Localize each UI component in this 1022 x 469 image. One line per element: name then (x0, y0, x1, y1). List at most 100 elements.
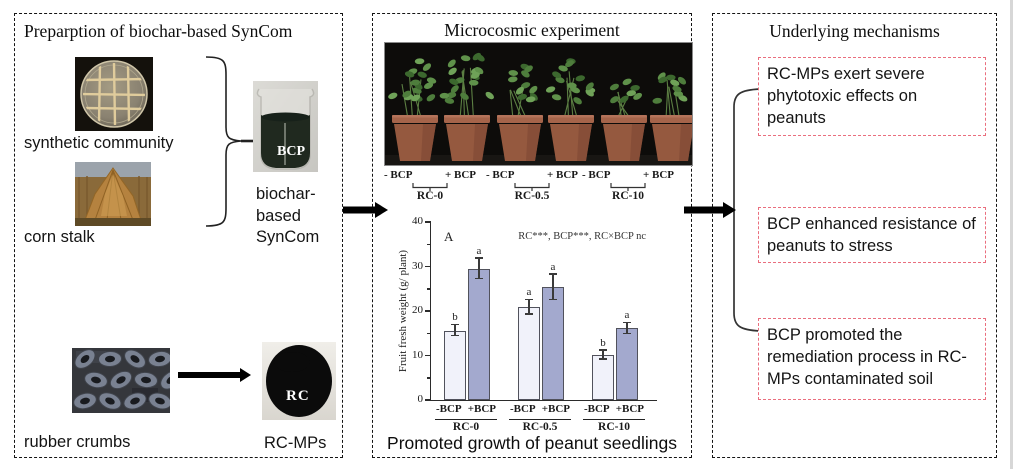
middle-panel-title: Microcosmic experiment (444, 20, 620, 40)
error-bar (528, 300, 530, 315)
mechanism-box-3: BCP promoted the remediation process in … (758, 318, 986, 400)
error-cap-top (549, 273, 557, 275)
rc-mps-label: RC-MPs (264, 434, 327, 452)
middle-panel-caption: Promoted growth of peanut seedlings (387, 433, 677, 453)
flow-arrow-rubber-to-rc (178, 367, 251, 383)
flow-arrow-middle-to-right (684, 201, 736, 219)
y-tick (425, 310, 431, 312)
beaker-caption-line3: SynCom (256, 228, 320, 246)
x-tick-labels: -BCP +BCP (509, 403, 571, 415)
y-tick-label: 20 (412, 304, 423, 316)
plus-bcp-label: + BCP (642, 169, 674, 181)
pots-and-plants (388, 52, 692, 161)
error-cap-top (475, 257, 483, 259)
arrow-shaft (178, 372, 240, 378)
minus-bcp-label: - BCP (384, 169, 413, 181)
page-edge (1010, 0, 1013, 469)
panel-preparation (14, 13, 343, 458)
group-underline (435, 419, 497, 420)
colony-streaks (83, 63, 145, 125)
error-bar (552, 274, 554, 301)
brace-connector (205, 56, 255, 227)
minus-bcp-label: - BCP (582, 169, 611, 181)
group-name: RC-10 (598, 421, 630, 433)
significance-letter: a (624, 309, 630, 322)
y-minor-tick (427, 332, 431, 335)
rubber-crumbs-image (72, 348, 170, 413)
y-minor-tick (427, 377, 431, 379)
petri-dish-image (75, 57, 153, 131)
y-tick-label: 40 (412, 215, 423, 227)
photo-group-rc0: - BCP + BCP RC-0 (384, 169, 476, 207)
significance-letter: a (550, 260, 556, 273)
y-minor-tick (427, 243, 431, 246)
error-bar (602, 350, 604, 360)
arrow-shaft (343, 206, 376, 214)
error-cap-top (599, 349, 607, 351)
y-tick (425, 399, 431, 401)
bar--BCP-RC-0 (444, 330, 466, 400)
group-underline (509, 419, 571, 420)
error-cap-top (451, 324, 459, 326)
significance-letter: b (452, 311, 458, 324)
rc-text: RC (286, 388, 310, 404)
plus-bcp-label: + BCP (444, 169, 476, 181)
group-name: RC-0 (416, 190, 444, 202)
error-bar (478, 258, 480, 279)
bar-chart: Fruit fresh weight (g/ plant) A RC***, B… (386, 212, 686, 458)
minus-bcp-label: - BCP (486, 169, 515, 181)
arrow-head (240, 368, 251, 382)
bar--BCP-RC-0.5 (518, 307, 540, 400)
panel-mechanisms (712, 13, 997, 458)
group-bracket (412, 183, 448, 191)
y-minor-tick (427, 288, 431, 290)
bcp-beaker-text: BCP (277, 144, 305, 159)
chart-panel-letter: A (444, 229, 454, 244)
group-bracket (610, 183, 646, 191)
error-cap-bottom (475, 277, 483, 279)
error-cap-top (525, 299, 533, 301)
beaker-caption: biochar- based SynCom (256, 184, 319, 249)
error-cap-bottom (549, 299, 557, 301)
photo-group-rc10: - BCP + BCP RC-10 (582, 169, 674, 207)
tires (73, 349, 170, 410)
seedlings-photo (384, 42, 693, 166)
left-panel-title: Preparption of biochar-based SynCom (24, 21, 293, 41)
y-tick-label: 30 (412, 259, 423, 272)
right-panel-title: Underlying mechanisms (769, 21, 940, 41)
mechanism-box-2: BCP enhanced resistance of peanuts to st… (758, 207, 986, 263)
beaker-caption-line1: biochar- (256, 185, 316, 203)
beaker-caption-line2: based (256, 206, 301, 225)
error-cap-bottom (623, 332, 631, 334)
x-tick-labels: -BCP +BCP (435, 403, 497, 415)
error-cap-bottom (599, 358, 607, 360)
y-tick-label: 10 (412, 348, 423, 361)
group-underline (583, 419, 645, 420)
error-cap-bottom (451, 334, 459, 336)
bar-+BCP-RC-0 (468, 268, 490, 400)
significance-letter: a (526, 286, 532, 299)
arrow-shaft (684, 206, 724, 214)
y-tick (425, 265, 431, 268)
x-tick-labels: -BCP +BCP (583, 403, 645, 415)
y-tick-label: 0 (417, 393, 424, 405)
plus-bcp-label: + BCP (546, 169, 578, 181)
y-tick (425, 354, 431, 357)
bar--BCP-RC-10 (592, 355, 614, 400)
y-tick (425, 221, 431, 223)
error-bar (626, 323, 628, 334)
bar-+BCP-RC-0.5 (542, 287, 564, 400)
mechanism-box-1: RC-MPs exert severe phytotoxic effects o… (758, 57, 986, 136)
group-name: RC-10 (612, 190, 644, 202)
significance-letter: b (600, 336, 606, 349)
bar-+BCP-RC-10 (616, 328, 638, 400)
group-name: RC-0 (452, 421, 480, 433)
arrow-head (375, 202, 388, 218)
arrow-head (723, 202, 736, 218)
photo-group-rc05: - BCP + BCP RC-0.5 (486, 169, 578, 207)
corn-stalk-image (75, 162, 151, 226)
rubber-crumbs-label: rubber crumbs (24, 433, 131, 451)
petri-dish-label: synthetic community (24, 134, 174, 152)
corn-stalk-label: corn stalk (24, 228, 95, 246)
